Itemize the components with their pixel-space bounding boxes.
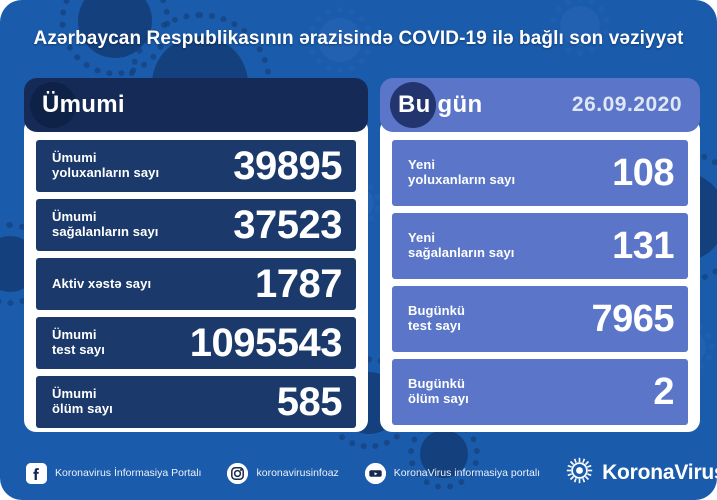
- stat-row-today-tests: Bugünkü test sayı 7965: [392, 286, 688, 352]
- stat-value: 39895: [233, 144, 342, 188]
- stat-label: Bugünkü test sayı: [408, 303, 466, 333]
- youtube-icon: [364, 462, 386, 484]
- panel-total-title: Ümumi: [42, 91, 125, 118]
- facebook-icon: [26, 462, 47, 484]
- stat-row-new-cases: Yeni yoluxanların sayı 108: [392, 140, 688, 206]
- panel-today: Bu gün 26.09.2020 Yeni yoluxanların sayı…: [380, 78, 700, 446]
- brand-name: KoronaVirus: [602, 461, 717, 484]
- brand-logo[interactable]: KoronaVirus info: [566, 457, 717, 489]
- panel-total-card: Ümumi yoluxanların sayı 39895 Ümumi sağa…: [24, 118, 368, 432]
- social-label: koronavirusinfoaz: [256, 467, 339, 479]
- stat-label: Yeni sağalanların sayı: [408, 230, 515, 260]
- panel-today-title: Bu gün: [398, 91, 483, 118]
- panel-total: Ümumi Ümumi yoluxanların sayı 39895 Ümum…: [24, 78, 368, 446]
- panel-today-card: Yeni yoluxanların sayı 108 Yeni sağalanl…: [380, 118, 700, 432]
- stat-row-active-cases: Aktiv xəstə sayı 1787: [36, 258, 356, 310]
- stat-value: 585: [276, 380, 343, 424]
- page-title: Azərbaycan Respublikasının ərazisində CO…: [33, 28, 684, 49]
- social-link-youtube[interactable]: KoronaVirus informasiya portalı: [364, 462, 541, 484]
- stat-row-total-recovered: Ümumi sağalanların sayı 37523: [36, 199, 356, 251]
- stat-row-today-deaths: Bugünkü ölüm sayı 2: [392, 359, 688, 425]
- stat-label: Ümumi sağalanların sayı: [52, 209, 159, 239]
- virus-sun-icon: [566, 457, 593, 489]
- stat-label: Aktiv xəstə sayı: [52, 275, 152, 291]
- footer-bar: Koronavirus İnformasiya Portalı koronavi…: [0, 446, 717, 500]
- stat-value: 7965: [591, 298, 674, 340]
- virus-icon: [390, 82, 436, 128]
- panel-total-header: Ümumi: [24, 78, 368, 132]
- stat-label: Ümumi test sayı: [52, 327, 105, 357]
- social-label: KoronaVirus informasiya portalı: [393, 467, 541, 479]
- stat-row-new-recovered: Yeni sağalanların sayı 131: [392, 213, 688, 279]
- stat-row-total-cases: Ümumi yoluxanların sayı 39895: [36, 140, 356, 192]
- stat-label: Ümumi yoluxanların sayı: [52, 150, 160, 180]
- social-link-facebook[interactable]: Koronavirus İnformasiya Portalı: [26, 462, 202, 484]
- panel-today-header: Bu gün 26.09.2020: [380, 78, 700, 132]
- stat-label: Ümumi ölüm sayı: [52, 386, 113, 416]
- stat-value: 1787: [255, 262, 342, 306]
- stat-value: 2: [653, 371, 674, 413]
- social-link-instagram[interactable]: koronavirusinfoaz: [227, 462, 339, 484]
- instagram-icon: [227, 462, 249, 484]
- statistics-panels: Ümumi Ümumi yoluxanların sayı 39895 Ümum…: [0, 78, 717, 446]
- stat-value: 131: [612, 225, 674, 267]
- stat-value: 108: [612, 152, 674, 194]
- social-label: Koronavirus İnformasiya Portalı: [55, 467, 202, 479]
- stat-value: 37523: [233, 203, 342, 247]
- stat-row-total-tests: Ümumi test sayı 1095543: [36, 317, 356, 369]
- stat-row-total-deaths: Ümumi ölüm sayı 585: [36, 376, 356, 428]
- stat-value: 1095543: [189, 321, 343, 365]
- report-date: 26.09.2020: [571, 93, 682, 116]
- virus-icon: [30, 82, 76, 128]
- stat-label: Bugünkü ölüm sayı: [408, 376, 469, 406]
- poster-title-band: Azərbaycan Respublikasının ərazisində CO…: [0, 0, 717, 78]
- stat-label: Yeni yoluxanların sayı: [408, 157, 516, 187]
